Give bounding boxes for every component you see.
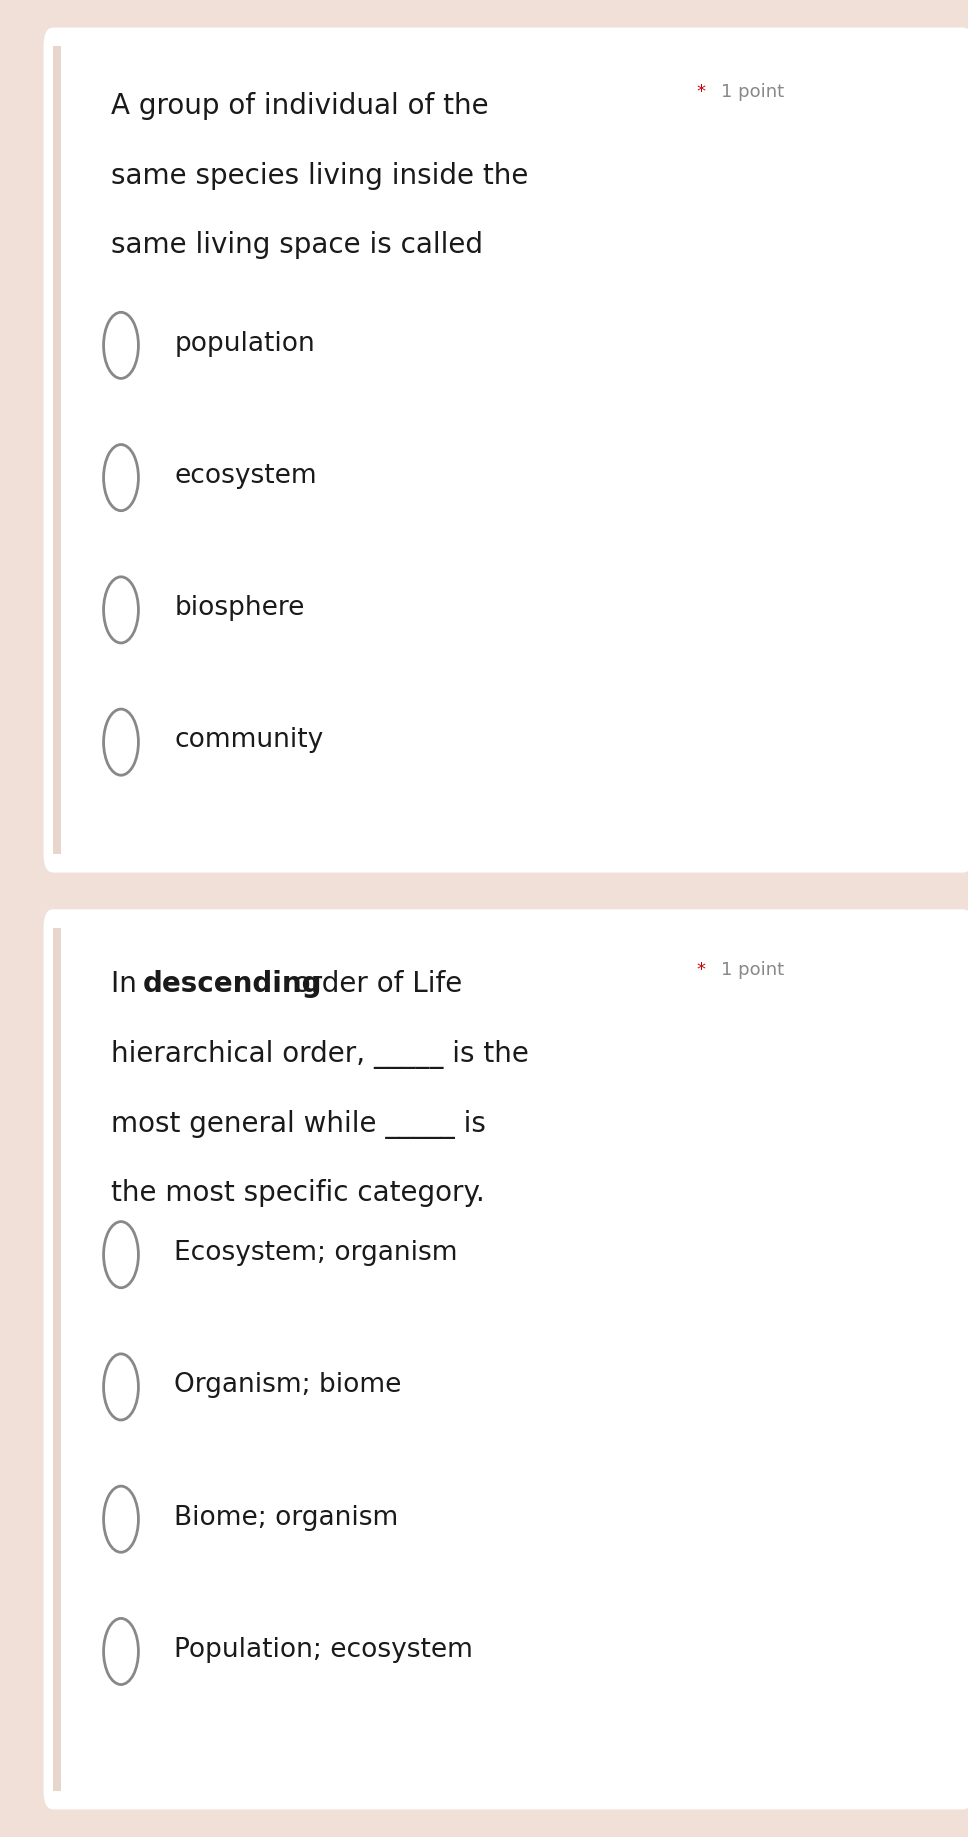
Text: Organism; biome: Organism; biome: [174, 1372, 402, 1398]
Text: A group of individual of the: A group of individual of the: [111, 92, 489, 119]
Text: *: *: [697, 83, 711, 101]
Text: the most specific category.: the most specific category.: [111, 1179, 485, 1207]
FancyBboxPatch shape: [44, 909, 968, 1809]
Text: most general while _____ is: most general while _____ is: [111, 1110, 486, 1139]
Text: In: In: [111, 970, 146, 997]
Bar: [53, 46, 61, 854]
Bar: [53, 928, 61, 1791]
Text: ecosystem: ecosystem: [174, 463, 317, 489]
Text: same living space is called: same living space is called: [111, 231, 483, 259]
Text: same species living inside the: same species living inside the: [111, 162, 529, 189]
Text: population: population: [174, 331, 315, 356]
Text: Population; ecosystem: Population; ecosystem: [174, 1637, 473, 1662]
Text: 1 point: 1 point: [721, 83, 784, 101]
Text: Ecosystem; organism: Ecosystem; organism: [174, 1240, 458, 1266]
Text: *: *: [697, 961, 711, 979]
FancyBboxPatch shape: [44, 28, 968, 873]
Text: 1 point: 1 point: [721, 961, 784, 979]
Text: hierarchical order, _____ is the: hierarchical order, _____ is the: [111, 1040, 529, 1069]
Text: community: community: [174, 727, 323, 753]
Text: biosphere: biosphere: [174, 595, 305, 621]
Text: order of Life: order of Life: [285, 970, 462, 997]
Text: descending: descending: [142, 970, 321, 997]
Text: Biome; organism: Biome; organism: [174, 1505, 399, 1530]
